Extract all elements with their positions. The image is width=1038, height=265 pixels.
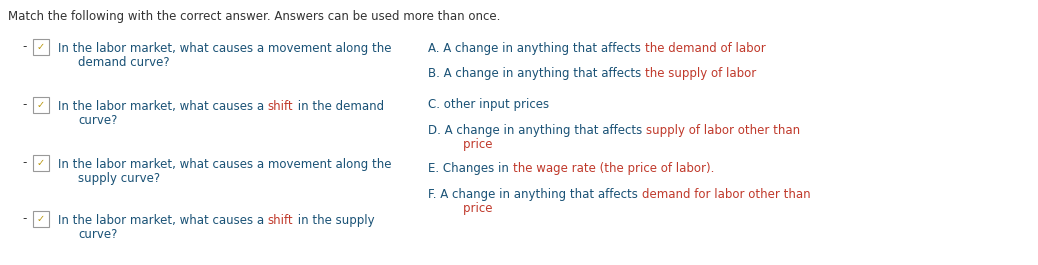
Text: Match the following with the correct answer. Answers can be used more than once.: Match the following with the correct ans…	[8, 10, 500, 23]
FancyBboxPatch shape	[33, 97, 49, 113]
FancyBboxPatch shape	[33, 155, 49, 171]
Text: shift: shift	[268, 100, 294, 113]
Text: C. other input prices: C. other input prices	[428, 98, 549, 111]
Text: shift: shift	[268, 214, 294, 227]
Text: A. A change in anything that affects: A. A change in anything that affects	[428, 42, 645, 55]
Text: price: price	[448, 202, 492, 215]
Text: B. A change in anything that affects: B. A change in anything that affects	[428, 67, 645, 80]
Text: ✓: ✓	[37, 100, 45, 110]
FancyBboxPatch shape	[33, 211, 49, 227]
Text: supply of labor other than: supply of labor other than	[646, 124, 800, 137]
FancyBboxPatch shape	[33, 39, 49, 55]
Text: In the labor market, what causes a: In the labor market, what causes a	[58, 100, 268, 113]
Text: the demand of labor: the demand of labor	[645, 42, 765, 55]
Text: D. A change in anything that affects: D. A change in anything that affects	[428, 124, 646, 137]
Text: supply curve?: supply curve?	[78, 172, 160, 185]
Text: -: -	[23, 99, 27, 112]
Text: In the labor market, what causes a movement along the: In the labor market, what causes a movem…	[58, 158, 391, 171]
Text: the supply of labor: the supply of labor	[645, 67, 757, 80]
Text: curve?: curve?	[78, 228, 117, 241]
Text: E. Changes in: E. Changes in	[428, 162, 513, 175]
Text: In the labor market, what causes a: In the labor market, what causes a	[58, 214, 268, 227]
Text: F. A change in anything that affects: F. A change in anything that affects	[428, 188, 641, 201]
Text: price: price	[448, 138, 492, 151]
Text: curve?: curve?	[78, 114, 117, 127]
Text: In the labor market, what causes a movement along the: In the labor market, what causes a movem…	[58, 42, 391, 55]
Text: the wage rate (the price of labor).: the wage rate (the price of labor).	[513, 162, 714, 175]
Text: ✓: ✓	[37, 158, 45, 168]
Text: ✓: ✓	[37, 42, 45, 52]
Text: -: -	[23, 41, 27, 54]
Text: in the supply: in the supply	[294, 214, 374, 227]
Text: ✓: ✓	[37, 214, 45, 224]
Text: demand for labor other than: demand for labor other than	[641, 188, 811, 201]
Text: demand curve?: demand curve?	[78, 56, 169, 69]
Text: -: -	[23, 157, 27, 170]
Text: -: -	[23, 213, 27, 226]
Text: in the demand: in the demand	[294, 100, 384, 113]
